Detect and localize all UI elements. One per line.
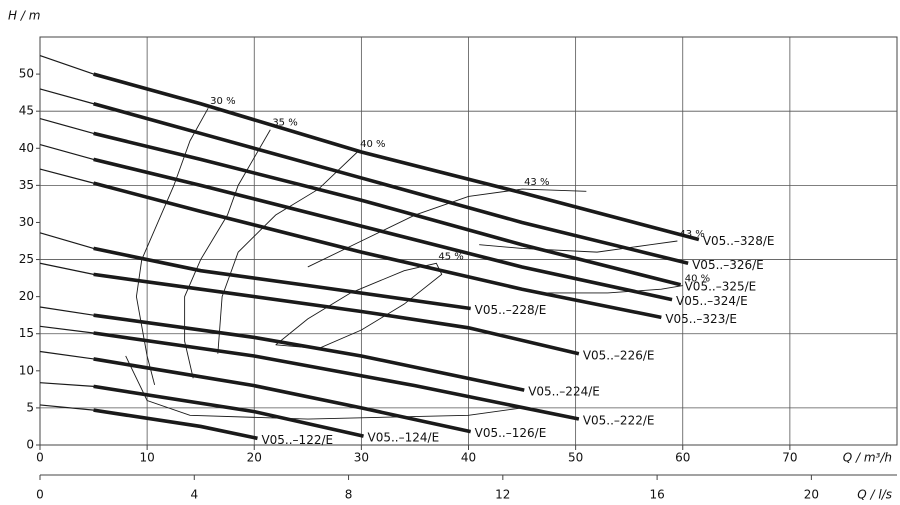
curve-label: V05..–124/E	[368, 431, 440, 445]
x-tick-label: 10	[139, 451, 154, 465]
x2-tick-label: 8	[345, 488, 353, 502]
y-tick-label: 20	[19, 289, 34, 303]
pump-curve-operating	[93, 272, 580, 356]
efficiency-label: 40 %	[685, 274, 710, 285]
pump-curve-operating	[93, 102, 689, 266]
x-axis-label: Q / m³/h	[843, 451, 892, 465]
curve-label: V05..–326/E	[692, 258, 764, 272]
efficiency-label: 35 %	[272, 118, 297, 129]
x-tick-label: 20	[247, 451, 262, 465]
curve-label: V05..–222/E	[583, 414, 655, 428]
y-tick-label: 30	[19, 215, 34, 229]
pump-curve	[39, 325, 579, 420]
x2-tick-label: 4	[190, 488, 198, 502]
efficiency-curve	[543, 285, 683, 294]
pump-curve-operating	[93, 384, 364, 438]
pump-curve-operating	[93, 131, 682, 287]
y-tick-label: 35	[19, 178, 34, 192]
x-tick-label: 0	[36, 451, 44, 465]
curve-label: V05..–323/E	[665, 312, 737, 326]
curve-label: V05..–228/E	[475, 303, 547, 317]
pump-curve-operating	[93, 157, 673, 302]
efficiency-curve	[217, 150, 359, 354]
efficiency-curve	[184, 129, 271, 379]
curve-label: V05..–122/E	[261, 433, 333, 447]
pump-curve-operating	[93, 72, 700, 242]
efficiency-curve	[135, 107, 209, 386]
pump-curve-operating	[93, 246, 471, 311]
x2-tick-label: 20	[804, 488, 819, 502]
pump-curve-operating	[93, 181, 662, 320]
pump-curve-operating	[93, 313, 525, 392]
efficiency-curve	[275, 262, 443, 350]
y-tick-label: 15	[19, 326, 34, 340]
pump-curve	[39, 168, 662, 318]
x-tick-label: 50	[568, 451, 583, 465]
pump-curve-operating	[93, 408, 258, 441]
efficiency-curve	[479, 240, 678, 253]
y-tick-label: 25	[19, 252, 34, 266]
y-axis-label: H / m	[8, 9, 40, 23]
x2-tick-label: 12	[495, 488, 510, 502]
pump-curve-operating	[93, 357, 472, 434]
efficiency-label: 43 %	[524, 177, 549, 188]
curve-label: V05..–126/E	[475, 426, 547, 440]
x2-axis-label: Q / l/s	[857, 488, 892, 502]
curve-label: V05..–226/E	[583, 348, 655, 362]
efficiency-label: 43 %	[679, 229, 704, 240]
efficiency-curve	[125, 355, 523, 420]
x-tick-label: 40	[461, 451, 476, 465]
x-tick-label: 70	[782, 451, 797, 465]
y-tick-label: 45	[19, 104, 34, 118]
curve-label: V05..–224/E	[528, 385, 600, 399]
curve-label: V05..–325/E	[685, 279, 757, 293]
curve-label: V05..–324/E	[676, 294, 748, 308]
x-tick-label: 60	[675, 451, 690, 465]
efficiency-label: 45 %	[438, 251, 463, 262]
efficiency-label: 40 %	[360, 139, 385, 150]
pump-curve-operating	[93, 331, 580, 421]
curve-label: V05..–328/E	[703, 234, 775, 248]
y-tick-label: 50	[19, 67, 34, 81]
y-tick-label: 40	[19, 141, 34, 155]
x2-tick-label: 0	[36, 488, 44, 502]
y-tick-label: 0	[26, 438, 34, 452]
y-tick-label: 10	[19, 363, 34, 377]
efficiency-label: 30 %	[210, 96, 235, 107]
x-tick-label: 30	[354, 451, 369, 465]
y-tick-label: 5	[26, 400, 34, 414]
efficiency-curve	[307, 188, 587, 268]
x2-tick-label: 16	[649, 488, 664, 502]
